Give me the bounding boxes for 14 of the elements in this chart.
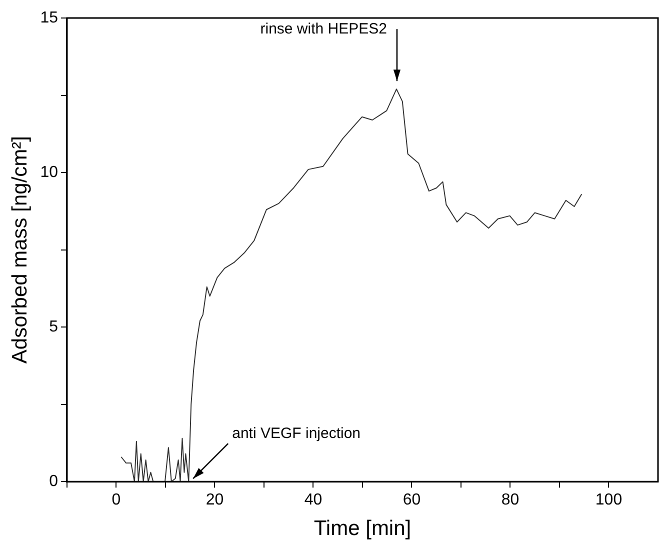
x-tick-label: 20 xyxy=(206,492,224,509)
x-tick-label: 100 xyxy=(595,492,622,509)
x-tick-label: 80 xyxy=(501,492,520,509)
annotation: rinse with HEPES2 xyxy=(260,20,387,38)
annotation: anti VEGF injection xyxy=(232,425,361,442)
y-tick-label: 15 xyxy=(40,9,58,26)
y-tick-label: 0 xyxy=(49,473,58,490)
y-axis-title: Adsorbed mass [ng/cm²] xyxy=(8,136,32,364)
x-axis-title: Time [min] xyxy=(314,517,412,540)
y-tick-label: 10 xyxy=(40,164,58,181)
x-tick-label: 40 xyxy=(304,492,322,509)
y-tick-label: 5 xyxy=(49,318,58,336)
x-tick-label: 0 xyxy=(112,492,121,509)
x-tick-label: 60 xyxy=(402,492,421,509)
